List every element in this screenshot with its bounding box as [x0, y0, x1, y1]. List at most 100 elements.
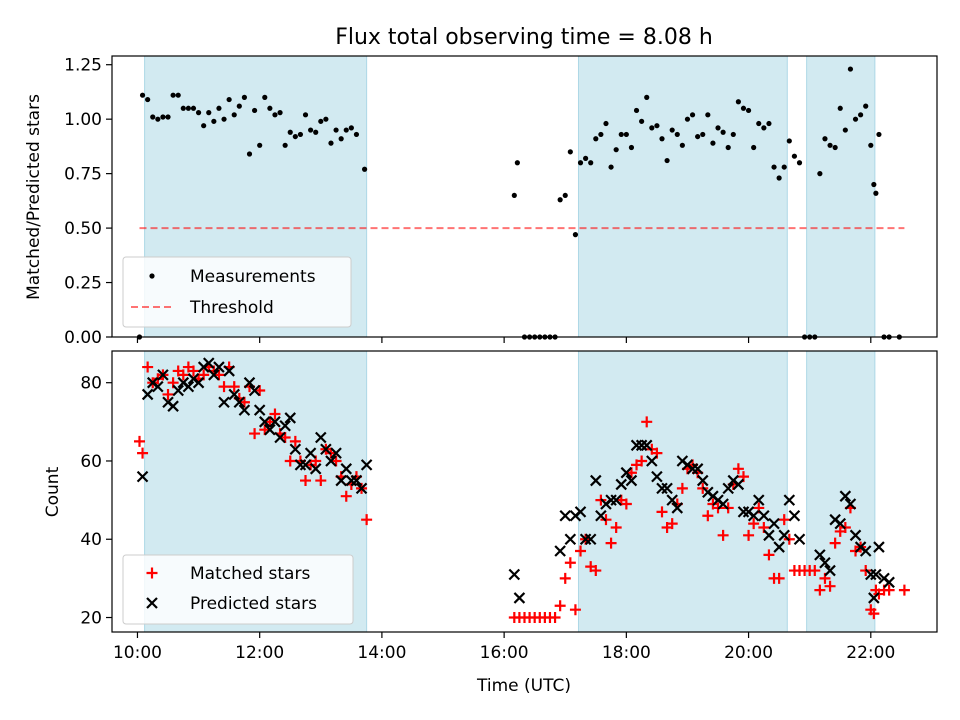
- legend-measurements-marker: [149, 273, 155, 279]
- measurement-point: [206, 110, 212, 116]
- x-tick-label: 14:00: [357, 643, 406, 663]
- y-tick-label: 0.75: [64, 165, 102, 185]
- measurement-point: [348, 125, 354, 131]
- y-tick-label: 0.00: [64, 328, 102, 348]
- predicted-point: [284, 412, 297, 424]
- predicted-point: [513, 592, 526, 604]
- shaded-interval-2: [806, 55, 876, 338]
- predicted-point: [223, 365, 235, 377]
- measurement-point: [786, 138, 792, 144]
- y-tick-label: 20: [80, 609, 102, 629]
- x-tick-label: 18:00: [602, 643, 651, 663]
- measurement-point: [761, 125, 767, 131]
- measurement-point: [871, 181, 877, 188]
- predicted-point: [849, 529, 862, 542]
- predicted-point: [758, 509, 770, 522]
- measurement-point: [297, 131, 304, 138]
- matched-point: [315, 475, 327, 487]
- predicted-point: [182, 380, 195, 393]
- bottom-panel: 20 40 60 80 10:00 12:00 14:00 16:00 18:00 20:00 2…: [43, 350, 938, 696]
- measurement-point: [201, 123, 207, 129]
- top-x-ticks: [136, 337, 872, 343]
- measurement-point: [343, 127, 349, 133]
- predicted-point: [508, 568, 521, 581]
- measurement-point: [842, 127, 848, 133]
- measurement-point: [852, 116, 859, 122]
- matched-point: [883, 584, 895, 596]
- measurement-point: [257, 142, 263, 148]
- predicted-point: [355, 482, 368, 495]
- matched-point: [269, 408, 281, 420]
- measurement-point: [822, 136, 828, 142]
- predicted-point: [330, 447, 342, 459]
- top-plot-frame: [111, 55, 938, 338]
- matched-point: [829, 537, 841, 549]
- measurement-point: [211, 118, 217, 124]
- measurement-point: [796, 160, 803, 166]
- predicted-point: [554, 545, 566, 557]
- measurement-point: [272, 112, 278, 118]
- legend-predicted-glyph: [146, 597, 158, 609]
- measurement-point: [262, 94, 268, 100]
- predicted-point: [208, 369, 220, 381]
- predicted-point: [299, 459, 312, 471]
- measurement-point: [695, 133, 701, 140]
- measurement-point: [654, 123, 660, 129]
- chart-title: Flux total observing time = 8.08 h: [335, 25, 713, 50]
- measurement-point: [679, 142, 685, 148]
- predicted-point: [844, 498, 857, 510]
- predicted-point: [172, 384, 184, 397]
- measurement-point: [730, 131, 736, 138]
- matched-point: [636, 455, 648, 467]
- measurement-point: [313, 129, 319, 135]
- measurement-point: [572, 232, 579, 238]
- predicted-point: [157, 369, 169, 381]
- measurement-point: [302, 112, 309, 118]
- measurement-point: [858, 112, 864, 118]
- predicted-point: [152, 380, 164, 393]
- measurement-point: [876, 131, 882, 138]
- predicted-point: [865, 568, 877, 581]
- legend-predicted-label: Predicted stars: [190, 594, 317, 614]
- matched-point: [824, 580, 836, 592]
- predicted-point: [218, 396, 230, 409]
- predicted-point: [213, 361, 225, 373]
- legend-matched-glyph: [146, 567, 158, 579]
- predicted-point: [345, 474, 358, 487]
- measurement-point: [511, 192, 517, 199]
- measurement-point: [150, 114, 156, 120]
- measurement-point: [847, 66, 854, 72]
- predicted-point: [814, 549, 826, 561]
- measurement-point: [725, 144, 731, 151]
- matched-point: [676, 482, 688, 494]
- measurement-point: [185, 105, 191, 111]
- matched-point: [898, 584, 910, 596]
- y-tick-label: 0.25: [64, 274, 102, 294]
- matched-point: [641, 416, 653, 428]
- y-tick-label: 1.25: [64, 56, 102, 76]
- predicted-point: [136, 470, 149, 483]
- measurement-point: [226, 96, 232, 103]
- predicted-point: [651, 470, 663, 483]
- shaded-interval-1: [577, 55, 788, 338]
- measurement-point: [669, 127, 675, 133]
- measurement-point: [776, 175, 782, 181]
- predicted-point: [640, 439, 653, 452]
- matched-point: [569, 604, 581, 616]
- predicted-point: [294, 459, 307, 471]
- matched-point: [300, 475, 312, 487]
- predicted-point: [620, 466, 633, 479]
- matched-point: [773, 572, 785, 584]
- measurement-point: [175, 92, 181, 98]
- top-y-axis-label: Matched/Predicted stars: [24, 94, 44, 300]
- matched-point: [748, 518, 760, 530]
- measurement-point: [720, 129, 726, 135]
- matched-point: [610, 522, 622, 534]
- measurement-point: [318, 118, 324, 124]
- predicted-point: [635, 439, 648, 452]
- predicted-point: [309, 463, 322, 475]
- predicted-point: [630, 439, 643, 452]
- predicted-point: [717, 498, 729, 510]
- predicted-point: [870, 568, 882, 581]
